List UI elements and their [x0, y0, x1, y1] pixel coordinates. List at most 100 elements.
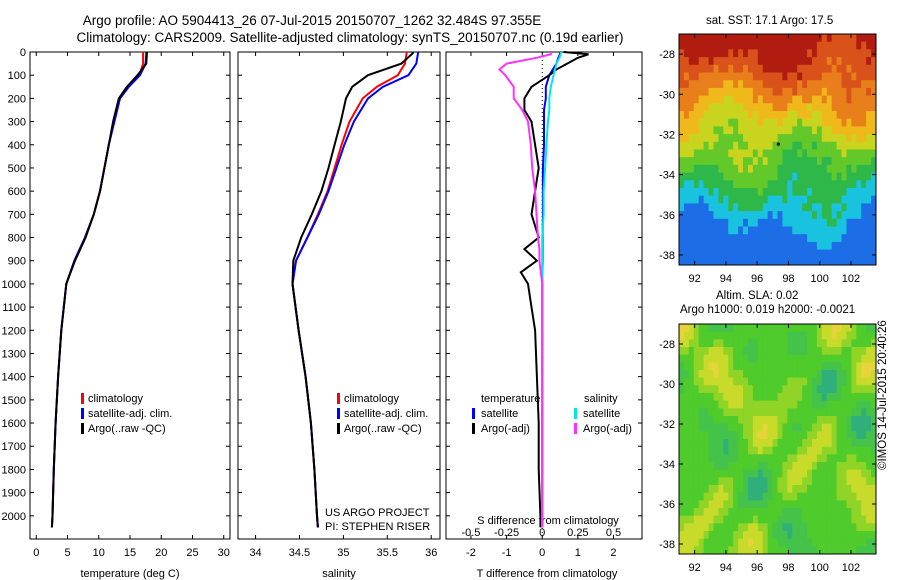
temp-legend-label: climatology: [88, 393, 144, 405]
depth-tick-label: 800: [8, 233, 26, 245]
sla-ytick-label: -32: [659, 419, 675, 431]
depth-tick-label: 1200: [2, 325, 26, 337]
temp-xtick-label: 20: [155, 547, 167, 559]
sst-xtick-label: 92: [689, 273, 701, 285]
sla-ytick-label: -36: [659, 499, 675, 511]
sdiff-xlabel: S difference from climatology: [477, 515, 619, 527]
temp-legend-swatch: [81, 423, 84, 434]
salinity-profile-panel: 34 34.5 35 35.5 36 salinity climatology satelli…: [237, 51, 441, 580]
sal-xtick-label: 35.5: [377, 547, 398, 559]
depth-tick-label: 200: [8, 93, 26, 105]
sal-xtick-label: 35: [337, 547, 349, 559]
sla-xtick-label: 94: [720, 562, 732, 574]
sdiff-xtick-label: -0.25: [494, 527, 519, 539]
depth-tick-label: 0: [20, 47, 26, 59]
sal-diff-legend-swatch: [574, 423, 577, 434]
sla-ytick-label: -38: [659, 539, 675, 551]
tdiff-xlabel: T difference from climatology: [477, 568, 618, 580]
sst-field: [679, 34, 876, 265]
argo-position-marker: [776, 142, 780, 146]
diff-series-salinity-argo-adj-: [498, 52, 552, 528]
sla-ytick-label: -30: [659, 379, 675, 391]
sla-frame: [678, 323, 877, 555]
sla-xtick-label: 92: [689, 562, 701, 574]
temp-diff-legend-title: temperature: [481, 393, 540, 405]
sdiff-xtick-label: 0.5: [606, 527, 621, 539]
sst-xtick-label: 102: [842, 273, 860, 285]
temperature-profile-panel: 0 5 10 15 20 25 300100200300400500600700800900…: [2, 47, 231, 580]
diff-xtick-label: 1: [575, 547, 581, 559]
diff-xtick-label: -1: [502, 547, 512, 559]
sla-map-panel: -28 -30 -32 -34 -36 -38 92 94 96 98 100 102: [659, 323, 877, 574]
sla-ytick-label: -34: [659, 459, 675, 471]
sal-xlabel: salinity: [322, 568, 356, 580]
sal-legend-label: Argo(..raw -QC): [344, 423, 422, 435]
temp-axes-frame: [29, 51, 231, 540]
temp-xtick-label: 0: [33, 547, 39, 559]
sla-xtick-label: 96: [751, 562, 763, 574]
sla-xtick-label: 102: [842, 562, 860, 574]
depth-tick-label: 1900: [2, 488, 26, 500]
depth-tick-label: 1800: [2, 464, 26, 476]
sal-legend-swatch: [337, 393, 340, 404]
depth-tick-label: 1400: [2, 372, 26, 384]
depth-tick-label: 1600: [2, 418, 26, 430]
temp-diff-legend-swatch: [472, 423, 475, 434]
sdiff-xtick-label: 0.25: [567, 527, 588, 539]
temp-legend-swatch: [81, 393, 84, 404]
project-credit: US ARGO PROJECT: [325, 507, 430, 519]
temp-xtick-label: 25: [186, 547, 198, 559]
sst-ytick-label: -34: [659, 170, 675, 182]
sal-legend-swatch: [337, 423, 340, 434]
depth-tick-label: 100: [8, 70, 26, 82]
sal-axes-frame: [237, 51, 441, 540]
depth-tick-label: 500: [8, 163, 26, 175]
sal-legend-label: climatology: [344, 393, 400, 405]
sal-series-argo-raw-qc-: [291, 52, 414, 528]
diff-xtick-label: -2: [466, 547, 476, 559]
sst-xtick-label: 96: [751, 273, 763, 285]
sal-xtick-label: 34.5: [289, 547, 310, 559]
sal-xtick-label: 36: [425, 547, 437, 559]
sla-ytick-label: -28: [659, 339, 675, 351]
temp-legend-swatch: [81, 408, 84, 419]
sal-legend-swatch: [337, 408, 340, 419]
temp-legend-label: Argo(..raw -QC): [88, 423, 166, 435]
sst-map-title: sat. SST: 17.1 Argo: 17.5: [706, 15, 834, 27]
sst-ytick-label: -38: [659, 250, 675, 262]
temp-xtick-label: 10: [93, 547, 105, 559]
depth-tick-label: 300: [8, 117, 26, 129]
sla-xtick-label: 100: [811, 562, 829, 574]
sst-xtick-label: 98: [782, 273, 794, 285]
sla-xtick-label: 98: [782, 562, 794, 574]
sal-diff-legend-swatch: [574, 408, 577, 419]
temp-xtick-label: 5: [64, 547, 70, 559]
temp-xtick-label: 30: [218, 547, 230, 559]
sst-frame: [678, 33, 877, 266]
diff-xtick-label: 0: [539, 547, 545, 559]
sla-map-title-line2: Argo h1000: 0.019 h2000: -0.0021: [680, 304, 856, 316]
depth-tick-label: 900: [8, 256, 26, 268]
temp-diff-legend-label: satellite: [481, 408, 518, 420]
sla-map-title-line1: Altim. SLA: 0.02: [716, 290, 799, 302]
sst-ytick-label: -32: [659, 129, 675, 141]
diff-xtick-label: 2: [610, 547, 616, 559]
sal-legend-label: satellite-adj. clim.: [344, 408, 428, 420]
sal-diff-legend-label: satellite: [583, 408, 620, 420]
temp-legend-label: satellite-adj. clim.: [88, 408, 172, 420]
sst-ytick-label: -28: [659, 49, 675, 61]
chart-title-line1: Argo profile: AO 5904413_26 07-Jul-2015 …: [82, 13, 542, 28]
temp-series-argo-raw-qc-: [50, 52, 148, 528]
depth-tick-label: 400: [8, 140, 26, 152]
sal-diff-legend-title: salinity: [584, 393, 618, 405]
depth-tick-label: 2000: [2, 511, 26, 523]
depth-tick-label: 700: [8, 209, 26, 221]
sdiff-xtick-label: -0.5: [461, 527, 480, 539]
depth-tick-label: 600: [8, 186, 26, 198]
sst-ytick-label: -30: [659, 89, 675, 101]
depth-tick-label: 1100: [2, 302, 26, 314]
chart-title-line2: Climatology: CARS2009. Satellite-adjuste…: [76, 30, 624, 45]
depth-tick-label: 1300: [2, 348, 26, 360]
